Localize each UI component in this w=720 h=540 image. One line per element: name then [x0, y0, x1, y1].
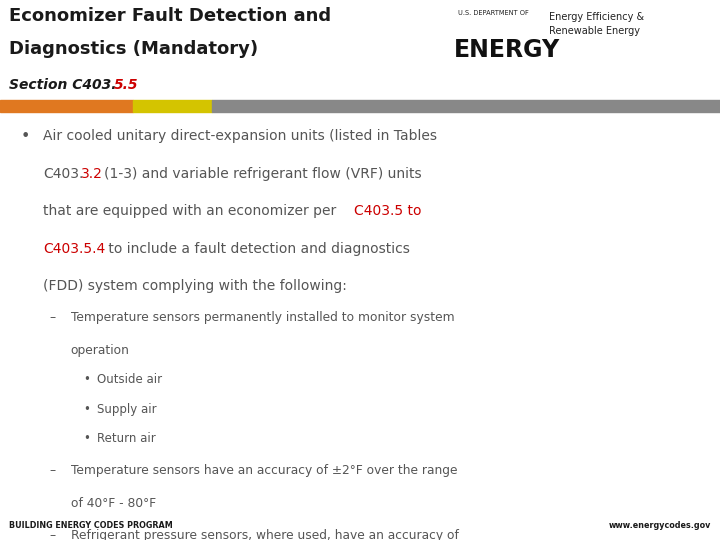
- Text: (1-3) and variable refrigerant flow (VRF) units: (1-3) and variable refrigerant flow (VRF…: [104, 167, 421, 181]
- Text: Supply air: Supply air: [97, 403, 157, 416]
- Text: C403.5 to: C403.5 to: [354, 204, 421, 218]
- Bar: [212, 100, 720, 112]
- Text: operation: operation: [71, 343, 130, 356]
- Text: Air cooled unitary direct-expansion units (listed in Tables: Air cooled unitary direct-expansion unit…: [43, 130, 437, 144]
- Text: Section C403.: Section C403.: [9, 78, 117, 92]
- Text: www.energycodes.gov: www.energycodes.gov: [609, 521, 711, 530]
- Text: –: –: [49, 312, 55, 325]
- Text: –: –: [49, 529, 55, 540]
- Text: –: –: [49, 464, 55, 477]
- Text: Diagnostics (Mandatory): Diagnostics (Mandatory): [9, 40, 258, 58]
- Text: of 40°F - 80°F: of 40°F - 80°F: [71, 497, 156, 510]
- Text: Energy Efficiency &
Renewable Energy: Energy Efficiency & Renewable Energy: [549, 12, 644, 36]
- Text: that are equipped with an economizer per: that are equipped with an economizer per: [43, 204, 341, 218]
- Text: •: •: [83, 432, 90, 445]
- Text: Outside air: Outside air: [97, 373, 162, 386]
- Bar: [133, 100, 212, 112]
- Text: (FDD) system complying with the following:: (FDD) system complying with the followin…: [43, 279, 347, 293]
- Text: Economizer Fault Detection and: Economizer Fault Detection and: [9, 7, 331, 25]
- Text: 5.5: 5.5: [114, 78, 138, 92]
- Text: Temperature sensors permanently installed to monitor system: Temperature sensors permanently installe…: [71, 312, 454, 325]
- Text: C403.5.4: C403.5.4: [43, 242, 105, 255]
- Text: •: •: [20, 130, 30, 145]
- Text: BUILDING ENERGY CODES PROGRAM: BUILDING ENERGY CODES PROGRAM: [9, 521, 172, 530]
- Text: 3.2: 3.2: [81, 167, 103, 181]
- Text: Temperature sensors have an accuracy of ±2°F over the range: Temperature sensors have an accuracy of …: [71, 464, 457, 477]
- Text: U.S. DEPARTMENT OF: U.S. DEPARTMENT OF: [458, 10, 528, 16]
- Text: C403.: C403.: [43, 167, 84, 181]
- Text: Return air: Return air: [97, 432, 156, 445]
- Bar: [0, 100, 133, 112]
- Text: •: •: [83, 403, 90, 416]
- Text: Refrigerant pressure sensors, where used, have an accuracy of: Refrigerant pressure sensors, where used…: [71, 529, 459, 540]
- Text: ENERGY: ENERGY: [454, 38, 560, 62]
- Text: to include a fault detection and diagnostics: to include a fault detection and diagnos…: [104, 242, 410, 255]
- Text: •: •: [83, 373, 90, 386]
